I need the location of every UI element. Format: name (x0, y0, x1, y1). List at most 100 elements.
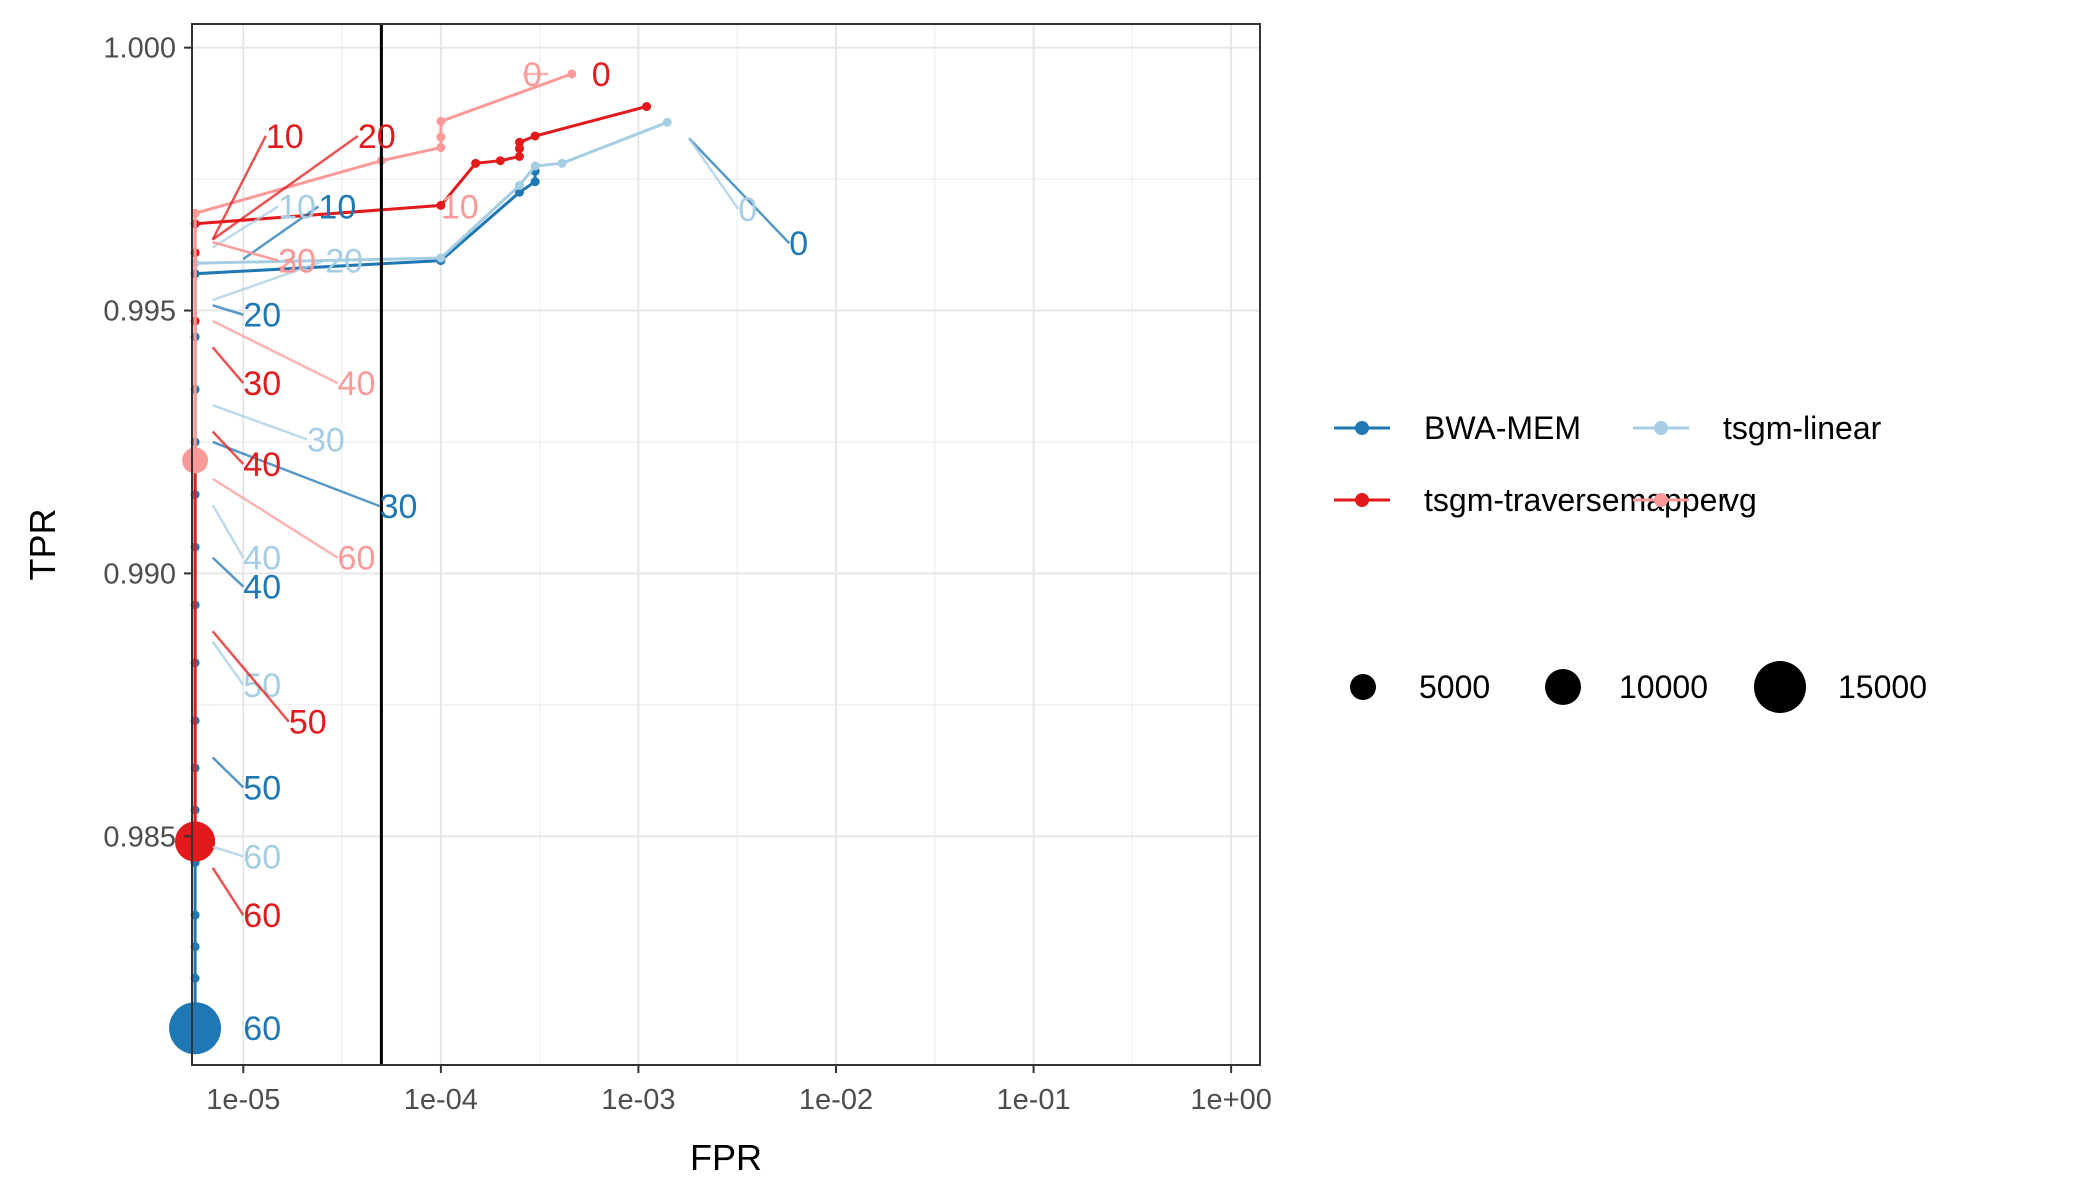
label-leader-line (212, 440, 381, 508)
data-point (557, 158, 567, 168)
data-label: 60 (338, 540, 376, 578)
data-label: 10 (278, 188, 316, 226)
legend-label: tsgm-linear (1723, 410, 1882, 446)
label-leader-line (211, 135, 267, 241)
data-point (169, 1002, 222, 1055)
data-label: 30 (278, 243, 316, 281)
data-label: 20 (243, 297, 281, 335)
data-label: 0 (789, 225, 808, 263)
size-legend-label: 5000 (1419, 669, 1490, 705)
data-label: 20 (325, 243, 363, 281)
label-leader-line (212, 403, 308, 441)
data-point (436, 132, 446, 142)
data-point (514, 187, 524, 197)
label-leader-line (212, 205, 279, 249)
x-axis-title: FPR (690, 1137, 762, 1178)
data-point (567, 69, 577, 79)
x-tick-label: 1e-04 (404, 1084, 478, 1116)
data-label: 0 (592, 56, 611, 94)
grid-layer (192, 24, 1260, 1065)
data-label: 40 (243, 540, 281, 578)
data-label: 60 (243, 838, 281, 876)
data-point (436, 143, 446, 153)
label-leader-line (211, 641, 245, 686)
data-label: 10 (441, 188, 479, 226)
label-leader-line (211, 756, 245, 789)
data-point (642, 102, 652, 112)
label-leader-line (212, 845, 244, 858)
label-leader-line (211, 630, 290, 723)
data-label: 60 (243, 897, 281, 935)
size-legend-key (1545, 669, 1581, 705)
x-tick-label: 1e-02 (799, 1084, 873, 1116)
data-label: 20 (358, 118, 396, 156)
data-label: 40 (243, 446, 281, 484)
data-point (662, 117, 672, 127)
plot-panel-border (191, 23, 1261, 1066)
y-axis-title: TPR (22, 509, 63, 581)
data-point (514, 180, 524, 190)
label-leader-line (211, 556, 245, 588)
data-point (514, 151, 524, 161)
legend: BWA-MEM tsgm-lineartsgm-traversemappervg5… (1334, 410, 1927, 713)
data-label: 50 (243, 769, 281, 807)
data-point (436, 116, 446, 126)
data-label: 30 (307, 421, 345, 459)
data-label: 60 (243, 1010, 281, 1048)
size-legend-key (1754, 661, 1806, 713)
y-tick-label: 0.995 (103, 296, 176, 328)
legend-key-point (1355, 493, 1369, 507)
label-leader-line (212, 240, 279, 262)
data-point (530, 131, 540, 141)
legend-key-point (1355, 421, 1369, 435)
label-leader-line (212, 259, 326, 302)
label-leader-line (211, 504, 245, 559)
data-label: 30 (243, 365, 281, 403)
label-leader-line (211, 430, 245, 465)
legend-label: vg (1723, 482, 1757, 518)
y-tick-label: 0.985 (103, 821, 176, 853)
data-label: 10 (318, 188, 356, 226)
data-point (436, 253, 446, 263)
label-leader-line (687, 137, 740, 210)
legend-label: BWA-MEM (1424, 410, 1581, 446)
data-label: 20 (278, 243, 316, 281)
data-point (182, 447, 209, 474)
series-layer (169, 69, 672, 1055)
label-leader-line (212, 319, 339, 385)
plot-panel (192, 24, 1260, 1065)
data-point (174, 821, 216, 862)
data-point (495, 156, 505, 166)
data-label: 40 (243, 569, 281, 607)
x-tick-label: 1e-05 (206, 1084, 280, 1116)
data-label: 50 (289, 704, 327, 742)
data-label: 0 (523, 56, 542, 94)
data-label: 0 (738, 191, 757, 229)
data-point (436, 200, 446, 210)
x-tick-label: 1e-03 (601, 1084, 675, 1116)
data-point (514, 137, 524, 147)
label-leader-line (211, 346, 245, 384)
label-leader-line (211, 134, 359, 241)
legend-key-point (1654, 421, 1668, 435)
x-tick-label: 1e-01 (996, 1084, 1070, 1116)
axis-layer: 1e-05 1e-04 1e-03 1e-02 1e-01 1e+00 0.985 0.990… (103, 33, 1271, 1116)
size-legend-key (1350, 674, 1376, 700)
x-tick-label: 1e+00 (1190, 1084, 1271, 1116)
y-tick-label: 0.990 (103, 558, 176, 590)
size-legend-label: 15000 (1838, 669, 1927, 705)
legend-key-point (1654, 493, 1668, 507)
data-point (530, 177, 540, 187)
label-leader-line (212, 304, 244, 316)
data-label: 10 (266, 118, 304, 156)
data-point (530, 161, 540, 171)
size-legend-label: 10000 (1619, 669, 1708, 705)
data-label: 40 (338, 365, 376, 403)
label-leader-line (212, 477, 339, 559)
y-tick-label: 1.000 (103, 33, 176, 65)
label-leader-line (211, 867, 245, 916)
label-leader-line (242, 205, 320, 261)
data-label: 30 (380, 488, 418, 526)
